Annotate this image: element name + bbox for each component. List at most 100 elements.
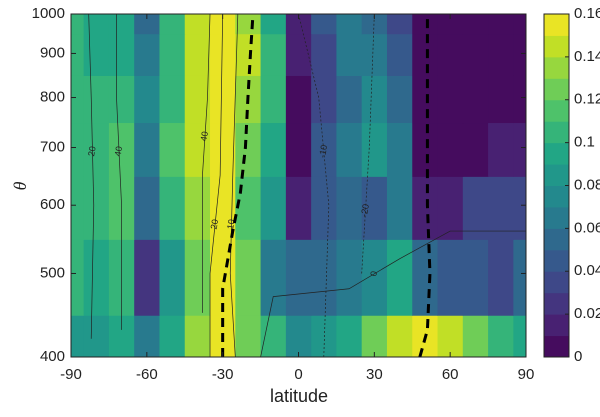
contour-cell bbox=[83, 14, 110, 35]
colorbar-swatch bbox=[544, 206, 569, 229]
colorbar-tick-label: 0.02 bbox=[574, 305, 600, 322]
contour-cell bbox=[336, 239, 363, 316]
contour-cell bbox=[513, 122, 527, 177]
colorbar-tick-label: 0.1 bbox=[574, 134, 595, 151]
contour-cell bbox=[210, 75, 236, 124]
contour-cell bbox=[336, 14, 363, 35]
contour-cell bbox=[71, 239, 85, 316]
x-tick-label: 90 bbox=[518, 366, 535, 383]
contour-cell bbox=[285, 122, 312, 177]
contour-cell bbox=[134, 33, 160, 76]
contour-cell bbox=[361, 75, 388, 124]
contour-cell bbox=[184, 33, 211, 76]
contour-cell bbox=[285, 75, 312, 124]
contour-cell bbox=[184, 176, 211, 240]
contour-cell bbox=[462, 315, 489, 358]
contour-cell bbox=[184, 75, 211, 124]
contour-cell bbox=[412, 122, 439, 177]
contour-label: 10 bbox=[225, 218, 237, 230]
contour-cell bbox=[108, 75, 135, 124]
contour-label: 40 bbox=[113, 145, 125, 157]
colorbar-tick-label: 0 bbox=[574, 348, 582, 365]
contour-cell bbox=[210, 14, 236, 35]
colorbar-swatch bbox=[544, 164, 569, 186]
contour-cell bbox=[159, 14, 186, 35]
contour-cell bbox=[235, 239, 262, 316]
x-tick-label: -90 bbox=[60, 366, 82, 383]
contour-cell bbox=[361, 14, 388, 35]
contour-cell bbox=[159, 75, 186, 124]
contour-cell bbox=[83, 315, 110, 358]
colorbar-tick-label: 0.06 bbox=[574, 219, 600, 236]
contour-label: 40 bbox=[199, 130, 211, 142]
contour-cell bbox=[71, 33, 85, 76]
colorbar-tick-label: 0.08 bbox=[574, 176, 600, 193]
contour-cell bbox=[437, 315, 464, 358]
contour-cell bbox=[462, 122, 489, 177]
contour-label: -20 bbox=[359, 203, 371, 218]
contour-cell bbox=[488, 122, 514, 177]
contour-cell bbox=[386, 33, 413, 76]
contour-cell bbox=[488, 33, 514, 76]
contour-label: 0 bbox=[368, 270, 379, 277]
contour-cell bbox=[437, 75, 464, 124]
contour-cell bbox=[285, 33, 312, 76]
contour-cell bbox=[134, 239, 160, 316]
contour-cell bbox=[71, 122, 85, 177]
contour-cell bbox=[260, 176, 287, 240]
colorbar-swatch bbox=[544, 228, 569, 251]
contour-cell bbox=[235, 315, 262, 358]
contour-cell bbox=[412, 176, 439, 240]
contour-cell bbox=[437, 176, 464, 240]
contour-line bbox=[209, 13, 224, 357]
contour-cell bbox=[336, 75, 363, 124]
y-tick-label: 900 bbox=[40, 44, 65, 61]
contour-cell bbox=[311, 315, 337, 358]
contour-cell bbox=[159, 33, 186, 76]
colorbar-swatch bbox=[544, 292, 569, 315]
contour-cell bbox=[260, 33, 287, 76]
colorbar-swatch bbox=[544, 35, 569, 58]
contour-cell bbox=[260, 122, 287, 177]
contour-cell bbox=[336, 33, 363, 76]
contour-cell bbox=[488, 315, 514, 358]
contour-cell bbox=[235, 14, 262, 35]
colorbar-tick-label: 0.14 bbox=[574, 48, 600, 65]
contour-line bbox=[202, 13, 211, 313]
y-tick-label: 800 bbox=[40, 88, 65, 105]
contour-label: 20 bbox=[86, 145, 98, 157]
colorbar-swatch bbox=[544, 121, 569, 144]
y-tick-label: 500 bbox=[40, 264, 65, 281]
contour-line bbox=[88, 13, 95, 339]
contour-cell bbox=[437, 33, 464, 76]
contour-cell bbox=[412, 239, 439, 316]
contour-cell bbox=[513, 315, 527, 358]
x-tick-label: -30 bbox=[212, 366, 234, 383]
colorbar-swatch bbox=[544, 99, 569, 122]
colorbar-tick-label: 0.04 bbox=[574, 262, 600, 279]
contour-cell bbox=[311, 14, 337, 35]
contour-cell bbox=[71, 315, 85, 358]
colorbar-swatch bbox=[544, 56, 569, 79]
contour-cell bbox=[361, 176, 388, 240]
contour-cell bbox=[235, 176, 262, 240]
colorbar-swatch bbox=[544, 335, 569, 358]
contour-cell bbox=[134, 122, 160, 177]
colorbar-swatch bbox=[544, 314, 569, 337]
y-tick-label: 400 bbox=[40, 348, 65, 365]
contour-cell bbox=[336, 176, 363, 240]
colorbar-tick-label: 0.16 bbox=[574, 5, 600, 22]
contour-cell bbox=[336, 315, 363, 358]
contour-cell bbox=[412, 14, 439, 35]
contour-cell bbox=[311, 33, 337, 76]
contour-cell bbox=[437, 122, 464, 177]
contour-cell bbox=[134, 315, 160, 358]
contour-cell bbox=[412, 75, 439, 124]
y-tick-label: 700 bbox=[40, 138, 65, 155]
contour-cell bbox=[210, 33, 236, 76]
contour-cell bbox=[184, 14, 211, 35]
contour-cell bbox=[83, 75, 110, 124]
contour-line bbox=[229, 13, 239, 358]
colorbar-swatch bbox=[544, 185, 569, 208]
